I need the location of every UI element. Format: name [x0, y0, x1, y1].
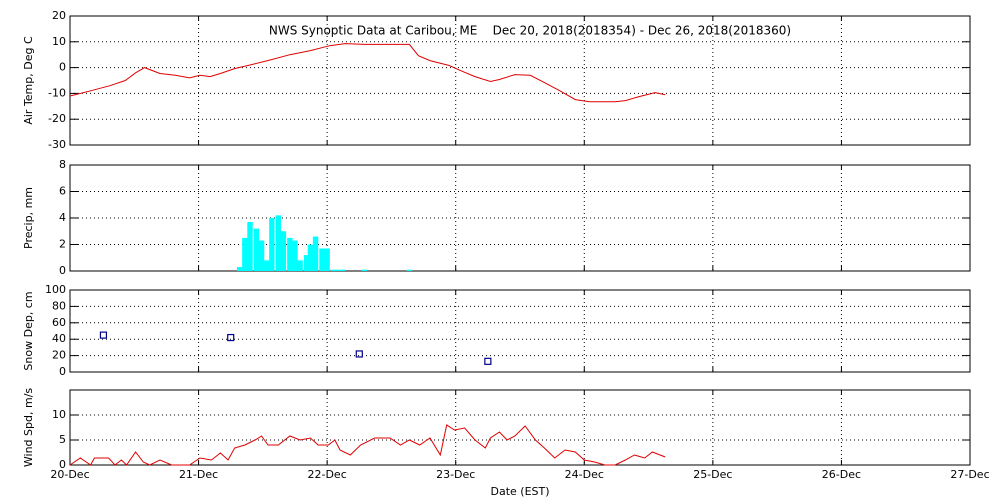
bar: [280, 231, 287, 271]
y-tick-label: 20: [52, 9, 66, 22]
x-tick-label: 21-Dec: [179, 468, 218, 481]
y-tick-label: 60: [52, 316, 66, 329]
bar: [297, 260, 303, 271]
y-axis-label: Air Temp, Deg C: [22, 36, 35, 125]
y-tick-label: 5: [59, 433, 66, 446]
bar: [287, 237, 293, 271]
bar: [237, 267, 243, 271]
point: [484, 357, 492, 365]
x-tick-label: 22-Dec: [308, 468, 347, 481]
data-line: [69, 43, 666, 103]
y-tick-label: -10: [48, 86, 66, 99]
y-tick-label: 100: [45, 283, 66, 296]
data-line: [69, 424, 666, 466]
bar: [339, 269, 346, 271]
y-tick-label: 8: [59, 158, 66, 171]
x-tick-label: 23-Dec: [436, 468, 475, 481]
y-tick-label: 6: [59, 185, 66, 198]
y-tick-label: -30: [48, 138, 66, 151]
plot-frame: [69, 389, 971, 466]
y-tick-label: 40: [52, 332, 66, 345]
bar: [334, 269, 341, 271]
point: [99, 331, 108, 339]
bar: [292, 240, 298, 271]
plot-frame: [69, 15, 971, 146]
chart-title: NWS Synoptic Data at Caribou, ME Dec 20,…: [269, 24, 791, 38]
bar: [275, 215, 281, 271]
bar: [269, 218, 275, 271]
bar: [258, 240, 265, 271]
bar: [247, 221, 253, 271]
bar: [330, 269, 337, 271]
y-tick-label: 0: [59, 61, 66, 74]
y-tick-label: 20: [52, 349, 66, 362]
bar: [307, 244, 314, 271]
bar: [406, 269, 413, 271]
bar: [324, 248, 330, 271]
point: [227, 333, 235, 342]
x-tick-label: 24-Dec: [565, 468, 604, 481]
x-tick-label: 25-Dec: [693, 468, 732, 481]
x-tick-label: 27-Dec: [950, 468, 989, 481]
y-tick-label: 80: [52, 299, 66, 312]
y-axis-label: Snow Dep, cm: [22, 291, 35, 370]
y-tick-label: 10: [52, 408, 66, 421]
bar: [312, 236, 319, 271]
y-tick-label: 4: [59, 211, 66, 224]
plot-frame: [69, 164, 971, 272]
y-axis-label: Wind Spd, m/s: [22, 388, 35, 468]
bar: [319, 248, 325, 271]
bar: [253, 228, 260, 271]
bar: [264, 260, 270, 271]
x-tick-label: 20-Dec: [50, 468, 89, 481]
bar: [303, 255, 310, 271]
y-tick-label: 2: [59, 238, 66, 251]
y-tick-label: 0: [59, 458, 66, 471]
y-tick-label: 0: [59, 365, 66, 378]
bar: [242, 237, 248, 271]
bar: [361, 269, 368, 271]
y-axis-label: Precip, mm: [22, 187, 35, 249]
x-tick-label: 26-Dec: [822, 468, 861, 481]
plot-frame: [69, 289, 971, 373]
y-tick-label: 0: [59, 264, 66, 277]
y-tick-label: 10: [52, 35, 66, 48]
y-tick-label: -20: [48, 112, 66, 125]
x-axis-label: Date (EST): [490, 485, 549, 498]
point: [355, 350, 363, 358]
